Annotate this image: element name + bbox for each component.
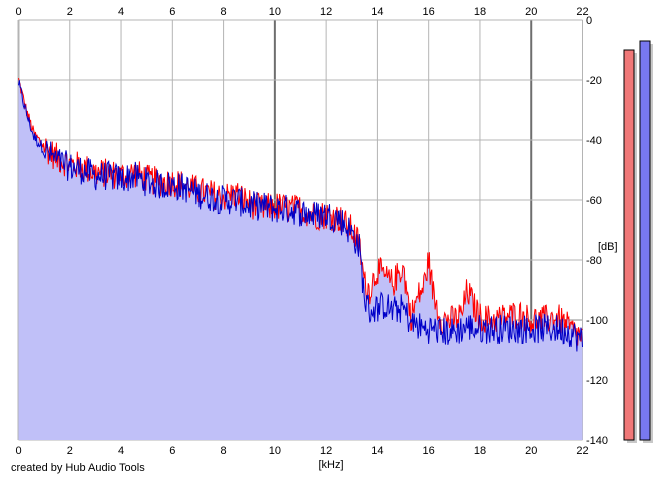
red-channel-line — [18, 77, 583, 346]
x-tick-label: 2 — [67, 445, 73, 457]
x-tick-label: 18 — [474, 445, 486, 457]
x-tick-label: 4 — [118, 6, 124, 18]
footer-credit: created by Hub Audio Tools — [11, 462, 145, 474]
x-tick-label: 10 — [269, 445, 281, 457]
x-tick-label: 4 — [118, 445, 124, 457]
x-tick-label: 0 — [15, 6, 21, 18]
x-tick-label: 0 — [15, 445, 21, 457]
x-tick-label: 6 — [169, 445, 175, 457]
x-tick-label: 22 — [576, 445, 588, 457]
level-meters — [623, 40, 653, 443]
y-tick-label: -120 — [586, 375, 608, 387]
x-tick-labels-top: 0 2 4 6 8 10 12 14 16 18 20 22 — [15, 6, 588, 18]
x-tick-label: 22 — [576, 6, 588, 18]
x-tick-label: 16 — [423, 6, 435, 18]
x-tick-label: 14 — [371, 6, 383, 18]
x-tick-label: 20 — [525, 445, 537, 457]
level-meter-bar — [639, 40, 651, 441]
x-tick-labels-bottom: 0 2 4 6 8 10 12 14 16 18 20 22 — [15, 445, 588, 457]
y-tick-label: 0 — [586, 15, 592, 27]
y-tick-label: -40 — [586, 135, 602, 147]
spectrum-fill-area — [18, 78, 583, 440]
x-tick-label: 14 — [371, 445, 383, 457]
y-tick-label: -20 — [586, 75, 602, 87]
y-tick-label: -140 — [586, 435, 608, 447]
x-tick-label: 16 — [423, 445, 435, 457]
y-tick-label: -60 — [586, 195, 602, 207]
y-axis-label: [dB] — [598, 241, 618, 253]
x-axis-label: [kHz] — [318, 459, 343, 471]
x-tick-label: 20 — [525, 6, 537, 18]
x-tick-label: 18 — [474, 6, 486, 18]
y-tick-label: -100 — [586, 315, 608, 327]
x-tick-label: 10 — [269, 6, 281, 18]
x-tick-label: 12 — [320, 6, 332, 18]
y-tick-label: -80 — [586, 255, 602, 267]
level-meter-bar — [623, 49, 635, 441]
x-tick-label: 6 — [169, 6, 175, 18]
y-tick-labels: 0 -20 -40 -60 -80 -100 -120 -140 — [586, 15, 608, 447]
x-tick-label: 8 — [221, 445, 227, 457]
x-tick-label: 12 — [320, 445, 332, 457]
x-tick-label: 8 — [221, 6, 227, 18]
blue-channel-line — [18, 80, 583, 352]
x-tick-label: 2 — [67, 6, 73, 18]
